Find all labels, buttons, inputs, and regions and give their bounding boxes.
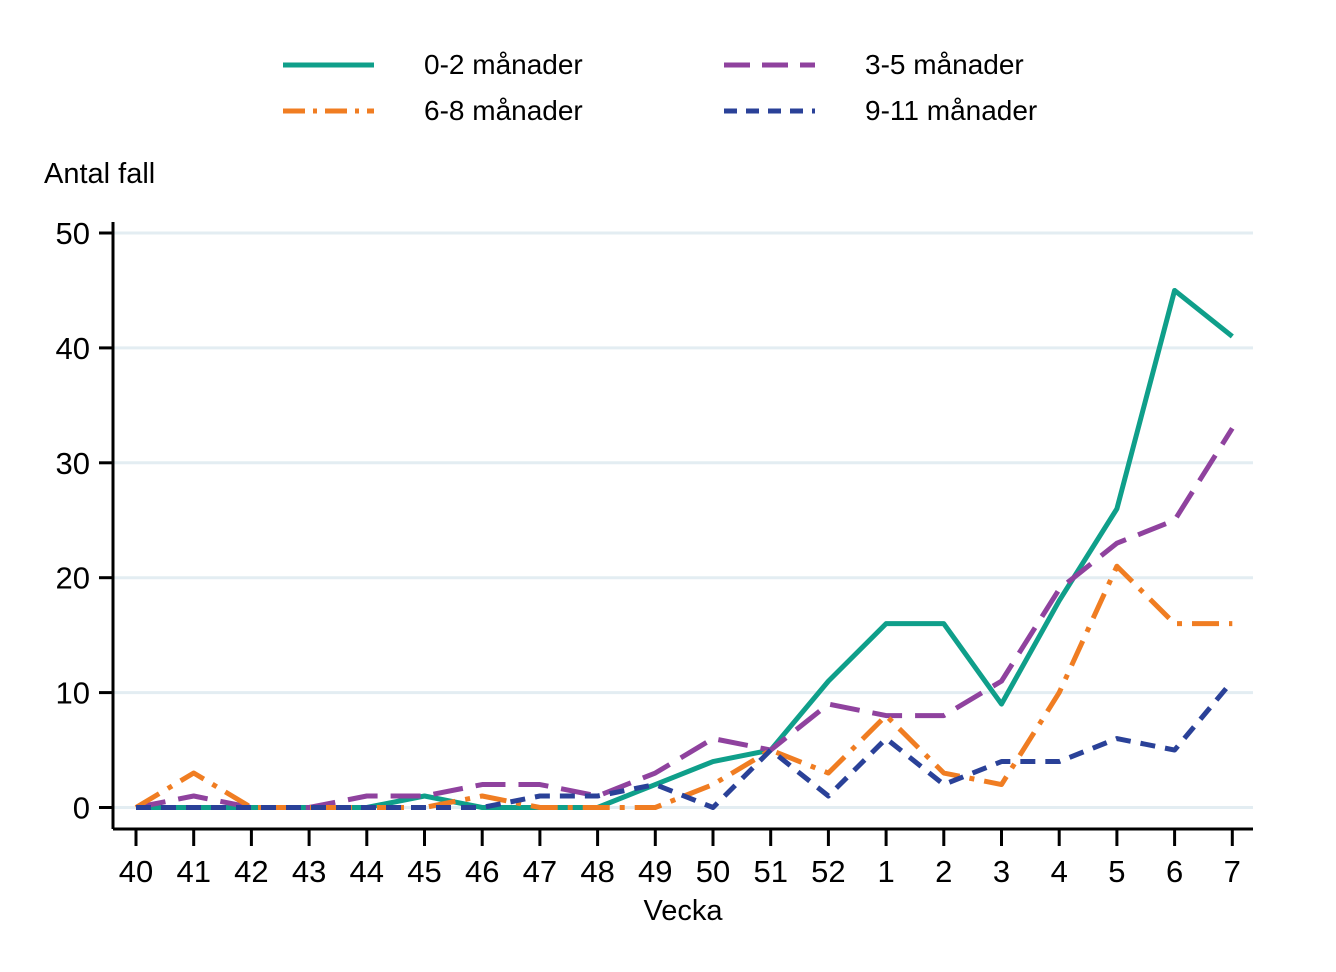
legend-label: 6-8 månader (424, 95, 583, 126)
y-tick-label: 40 (56, 331, 90, 366)
legend-item-3-5-manader: 3-5 månader (722, 49, 1024, 80)
series-line-2 (134, 563, 1233, 810)
x-tick-label: 48 (580, 854, 614, 889)
legend-item-0-2-manader: 0-2 månader (281, 49, 583, 80)
x-tick-label: 7 (1224, 854, 1241, 889)
x-tick-label: 44 (350, 854, 384, 889)
legend-item-6-8-manader: 6-8 månader (281, 95, 583, 126)
x-tick-label: 42 (234, 854, 268, 889)
legend-label: 9-11 månader (865, 95, 1038, 126)
legend-line-0-2-icon (283, 62, 374, 68)
series-line-0 (136, 287, 1234, 810)
x-tick-label: 51 (753, 854, 787, 889)
series-line-3 (136, 679, 1235, 810)
x-tick-label: 46 (465, 854, 499, 889)
y-tick-label: 20 (56, 561, 90, 596)
legend-item-9-11-manader: 9-11 månader (722, 95, 1038, 126)
x-tick-label: 43 (292, 854, 326, 889)
series-line-1 (135, 427, 1235, 810)
legend-line-6-8-icon (283, 108, 374, 114)
y-axis-title: Antal fall (44, 158, 156, 190)
x-tick-label: 5 (1108, 854, 1125, 889)
x-tick-label: 2 (935, 854, 952, 889)
x-tick-label: 45 (407, 854, 441, 889)
legend-line-3-5-icon (724, 62, 815, 68)
x-tick-label: 6 (1166, 854, 1183, 889)
x-tick-label: 47 (523, 854, 557, 889)
x-tick-label: 1 (877, 854, 894, 889)
x-tick-label: 52 (811, 854, 845, 889)
x-tick-label: 4 (1051, 854, 1068, 889)
x-axis-title: Vecka (643, 895, 723, 927)
x-tick-label: 3 (993, 854, 1010, 889)
legend-label: 3-5 månader (865, 49, 1024, 80)
legend-line-9-11-icon (724, 108, 815, 114)
y-tick-label: 30 (56, 446, 90, 481)
y-tick-label: 10 (56, 676, 90, 711)
x-tick-label: 50 (696, 854, 730, 889)
x-tick-label: 49 (638, 854, 672, 889)
legend-label: 0-2 månader (424, 49, 583, 80)
x-tick-label: 41 (176, 854, 210, 889)
y-tick-label: 0 (73, 791, 90, 826)
x-tick-label: 40 (119, 854, 153, 889)
y-tick-label: 50 (56, 216, 90, 251)
